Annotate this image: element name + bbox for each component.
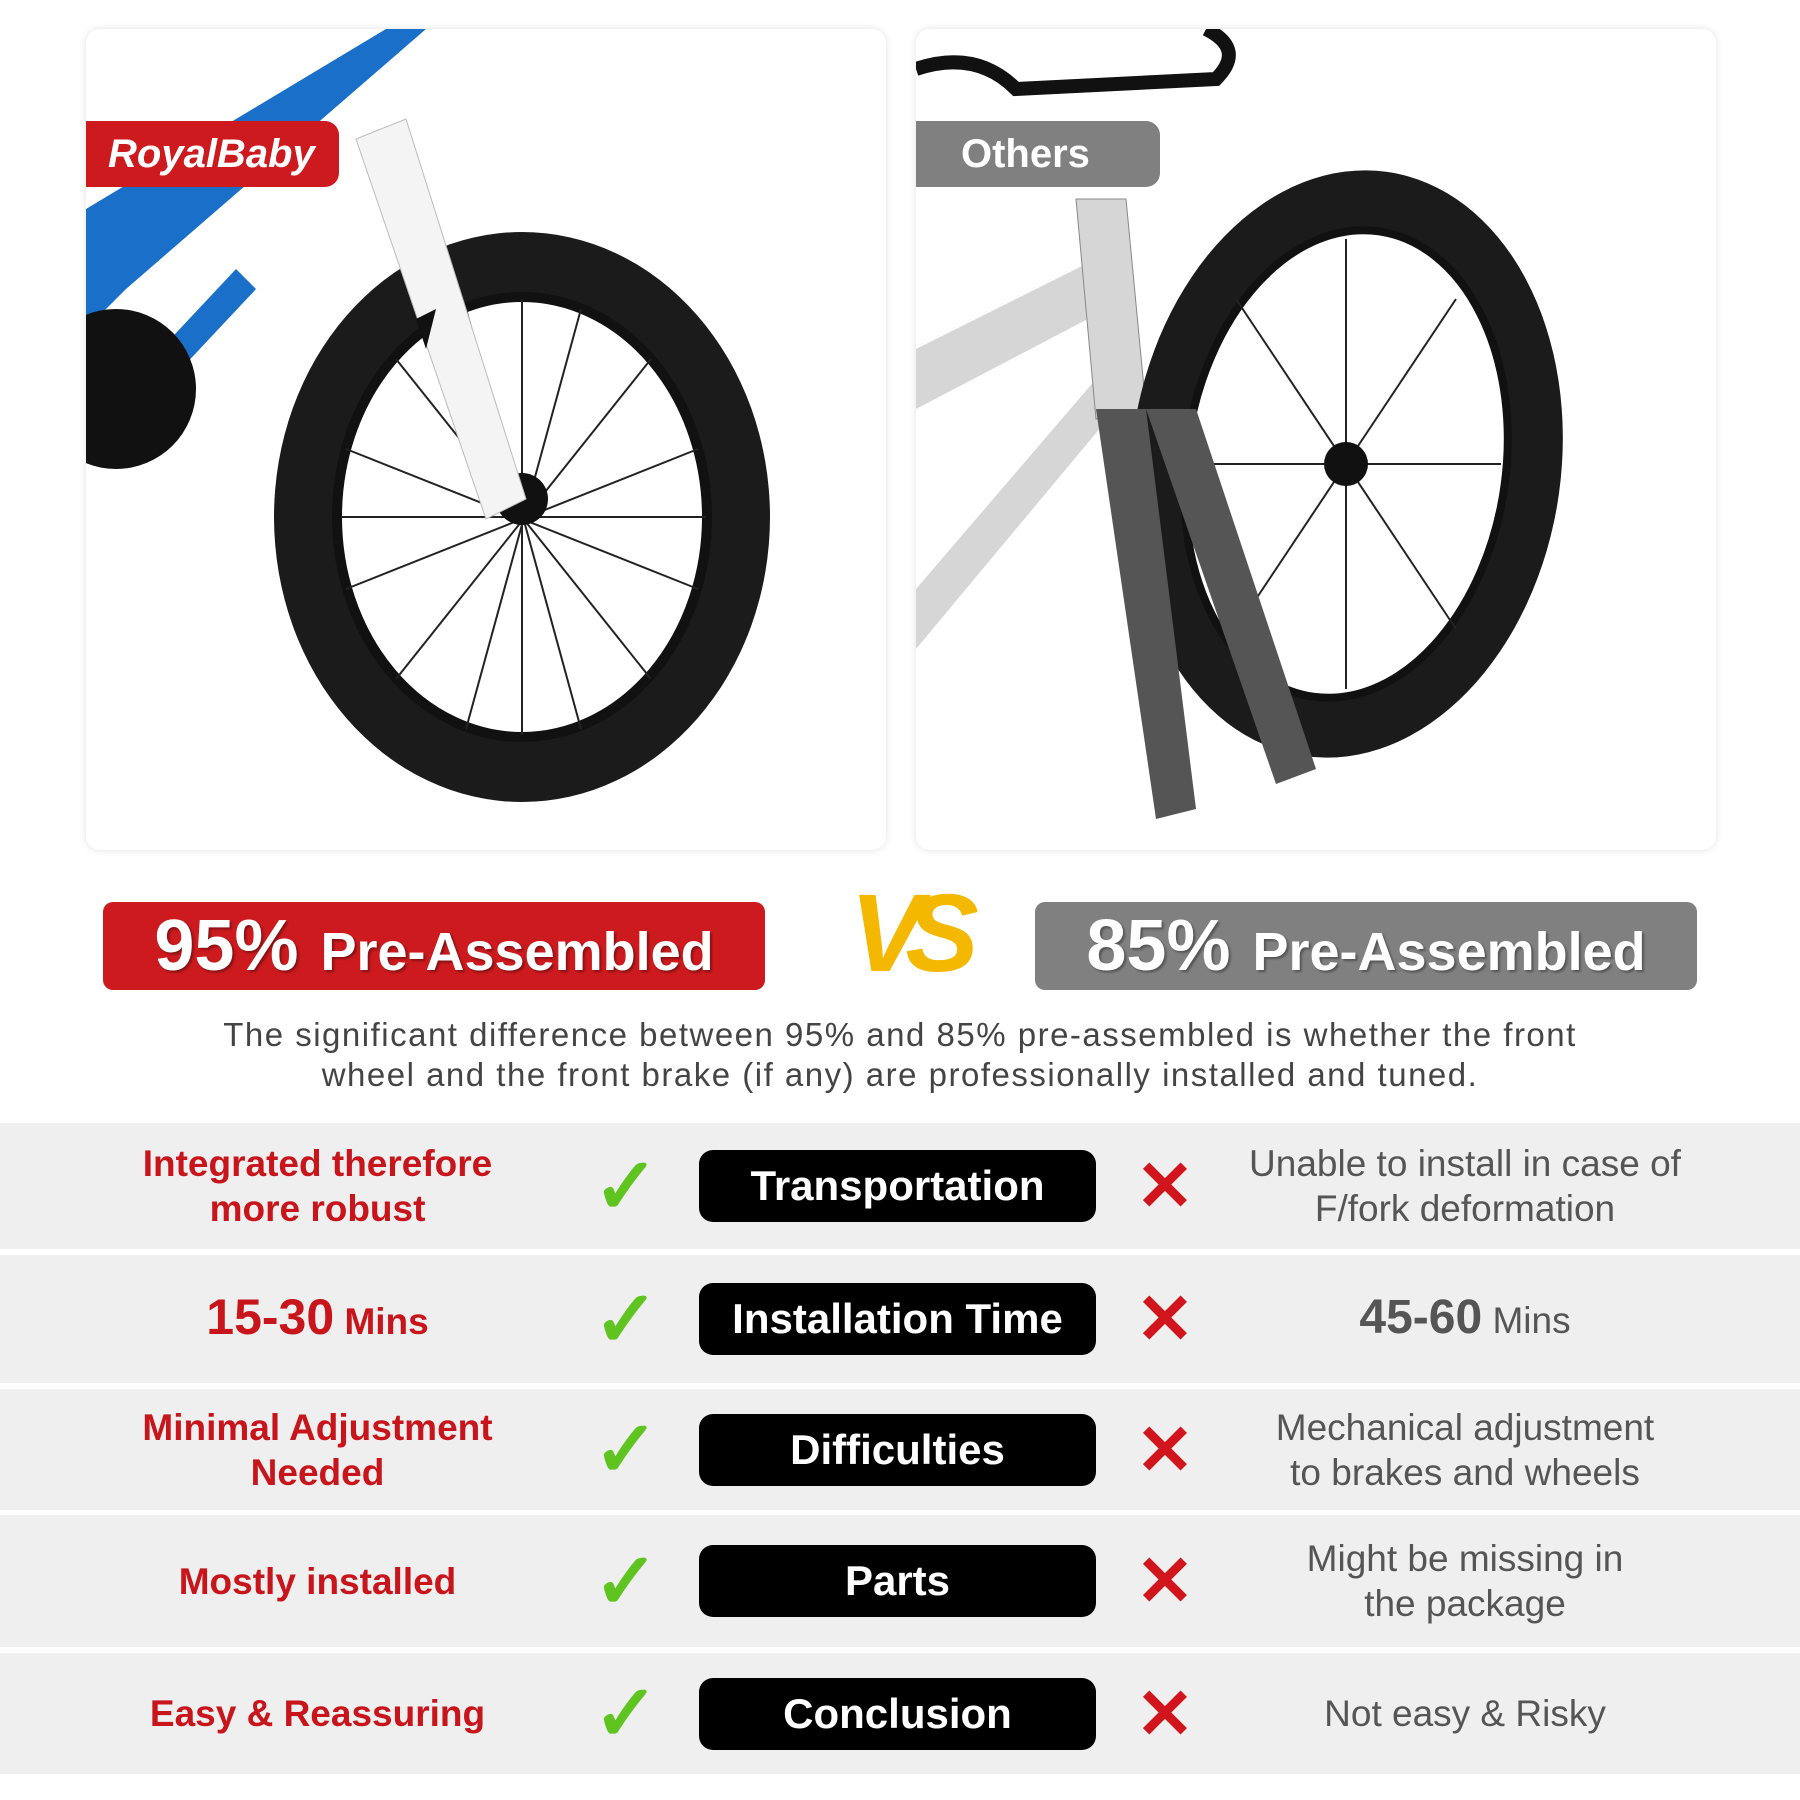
royalbaby-bike-photo: RoyalBaby xyxy=(86,29,886,850)
vs-label: VS xyxy=(850,872,979,995)
cross-icon: ✕ xyxy=(1135,1542,1195,1620)
others-point: 45-60 Mins xyxy=(1220,1255,1710,1383)
description-line: wheel and the front brake (if any) are p… xyxy=(321,1056,1479,1093)
others-point: Might be missing in the package xyxy=(1220,1515,1710,1647)
brand-tag-royalbaby: RoyalBaby xyxy=(86,121,339,187)
category-label: Difficulties xyxy=(699,1413,1096,1486)
comparison-row-transportation: Integrated therefore more robust ✓ Transp… xyxy=(0,1123,1800,1249)
description-line: The significant difference between 95% a… xyxy=(223,1016,1577,1053)
others-point: Not easy & Risky xyxy=(1220,1653,1710,1774)
others-bike-photo: Others xyxy=(916,29,1716,850)
time-unit: Mins xyxy=(1492,1300,1571,1341)
text-line: Not easy & Risky xyxy=(1324,1693,1606,1734)
royalbaby-label: Pre-Assembled xyxy=(320,922,714,982)
others-point: Mechanical adjustment to brakes and wheel… xyxy=(1220,1389,1710,1510)
royalbaby-point: Minimal Adjustment Needed xyxy=(80,1389,555,1510)
check-icon: ✓ xyxy=(593,1536,659,1625)
others-preassembled-banner: 85% Pre-Assembled xyxy=(1035,902,1697,990)
others-label: Pre-Assembled xyxy=(1252,922,1646,982)
comparison-row-installation-time: 15-30 Mins ✓ Installation Time ✕ 45-60 M… xyxy=(0,1255,1800,1383)
others-percent: 85% xyxy=(1086,906,1231,986)
cross-icon: ✕ xyxy=(1135,1674,1195,1753)
text-line: Needed xyxy=(250,1451,385,1493)
royalbaby-point: Integrated therefore more robust xyxy=(80,1123,555,1249)
royalbaby-point: Easy & Reassuring xyxy=(80,1653,555,1774)
others-wheel-illustration xyxy=(916,29,1563,819)
comparison-row-difficulties: Minimal Adjustment Needed ✓ Difficulties … xyxy=(0,1389,1800,1510)
text-line: more robust xyxy=(209,1188,426,1229)
royalbaby-wheel-illustration xyxy=(86,29,770,802)
royalbaby-preassembled-banner: 95% Pre-Assembled xyxy=(103,902,765,990)
royalbaby-percent: 95% xyxy=(154,906,299,986)
comparison-row-parts: Mostly installed ✓ Parts ✕ Might be miss… xyxy=(0,1515,1800,1647)
brand-tag-others: Others xyxy=(916,121,1160,187)
time-value: 45-60 xyxy=(1359,1291,1483,1344)
text-line: Minimal Adjustment xyxy=(142,1406,493,1448)
time-value: 15-30 xyxy=(206,1288,335,1345)
check-icon: ✓ xyxy=(593,1141,659,1230)
cross-icon: ✕ xyxy=(1135,1147,1195,1225)
description: The significant difference between 95% a… xyxy=(0,1015,1800,1095)
text-line: Might be missing in xyxy=(1306,1538,1624,1579)
category-label: Transportation xyxy=(699,1150,1096,1222)
text-line: Integrated therefore xyxy=(142,1143,493,1184)
text-line: Easy & Reassuring xyxy=(149,1693,486,1734)
royalbaby-point: Mostly installed xyxy=(80,1515,555,1647)
category-label: Parts xyxy=(699,1545,1096,1617)
others-point: Unable to install in case of F/fork defor… xyxy=(1220,1123,1710,1249)
text-line: the package xyxy=(1364,1583,1566,1624)
text-line: to brakes and wheels xyxy=(1290,1451,1640,1493)
time-unit: Mins xyxy=(344,1300,429,1342)
text-line: Unable to install in case of xyxy=(1249,1143,1681,1184)
comparison-row-conclusion: Easy & Reassuring ✓ Conclusion ✕ Not eas… xyxy=(0,1653,1800,1774)
check-icon: ✓ xyxy=(593,1274,659,1363)
text-line: Mechanical adjustment xyxy=(1275,1406,1655,1448)
cross-icon: ✕ xyxy=(1135,1410,1195,1489)
category-label: Conclusion xyxy=(699,1677,1096,1750)
cross-icon: ✕ xyxy=(1135,1280,1195,1358)
royalbaby-point: 15-30 Mins xyxy=(80,1255,555,1383)
check-icon: ✓ xyxy=(593,1669,659,1757)
text-line: F/fork deformation xyxy=(1314,1188,1616,1229)
category-label: Installation Time xyxy=(699,1283,1096,1355)
text-line: Mostly installed xyxy=(178,1560,457,1602)
check-icon: ✓ xyxy=(593,1405,659,1493)
